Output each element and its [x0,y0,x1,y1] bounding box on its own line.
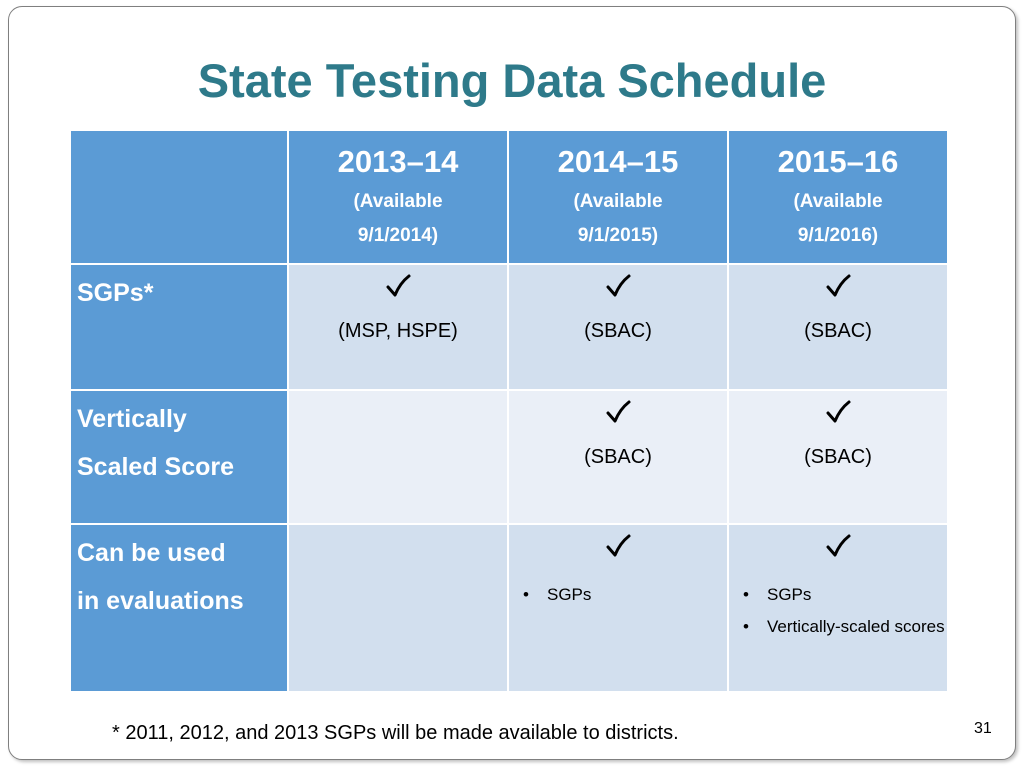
cell-text: (SBAC) [584,446,652,468]
check-icon [826,274,851,297]
bullet-list: • SGPs [509,579,727,611]
year-label: 2014–15 [557,144,679,179]
check-icon [386,274,411,297]
bullet-icon: • [743,585,749,604]
cell-sgps-2014-15: (SBAC) [507,263,729,391]
row-label-sgps: SGPs* [69,263,289,391]
table-row-vertically-scaled-score: Vertically Scaled Score (SBAC) (SBAC) [69,389,949,525]
availability-label: (Available 9/1/2015) [509,185,727,253]
cell-eval-2013-14 [287,523,509,693]
check-icon [606,400,631,423]
table-row-evaluations: Can be used in evaluations • SGPs • SGPs •… [69,523,949,693]
availability-line1: (Available [573,191,663,212]
cell-vss-2013-14 [287,389,509,525]
availability-date: 9/1/2016) [797,225,879,246]
check-icon [826,400,851,423]
check-icon [606,534,631,557]
header-row: 2013–14 (Available 9/1/2014) 2014–15 (Av… [69,129,949,265]
list-item: • SGPs [739,579,947,611]
header-corner-cell [69,129,289,265]
cell-vss-2015-16: (SBAC) [727,389,949,525]
cell-eval-2014-15: • SGPs [507,523,729,693]
availability-label: (Available 9/1/2014) [289,185,507,253]
cell-sgps-2015-16: (SBAC) [727,263,949,391]
list-item: • SGPs [519,579,727,611]
cell-text: (SBAC) [804,446,872,468]
bullet-list: • SGPs • Vertically-scaled scores [729,579,947,643]
cell-text: (SBAC) [804,320,872,342]
table-row-sgps: SGPs* (MSP, HSPE) (SBAC) (SBAC) [69,263,949,391]
cell-text: (MSP, HSPE) [338,320,458,342]
availability-line1: (Available [793,191,883,212]
availability-line1: (Available [353,191,443,212]
page-number: 31 [974,720,992,737]
bullet-icon: • [743,617,749,636]
list-item-text: SGPs [547,585,592,604]
availability-label: (Available 9/1/2016) [729,185,947,253]
row-label-line2: in evaluations [77,587,244,615]
row-label-line1: Vertically [77,405,187,433]
row-label-line1: Can be used [77,539,226,567]
cell-eval-2015-16: • SGPs • Vertically-scaled scores [727,523,949,693]
check-icon [826,534,851,557]
year-label: 2013–14 [337,144,459,179]
year-label: 2015–16 [777,144,899,179]
list-item: • Vertically-scaled scores [739,611,947,643]
check-icon [606,274,631,297]
header-cell-2014-15: 2014–15 (Available 9/1/2015) [507,129,729,265]
availability-date: 9/1/2014) [357,225,439,246]
cell-text: (SBAC) [584,320,652,342]
cell-vss-2014-15: (SBAC) [507,389,729,525]
slide-title: State Testing Data Schedule [197,54,827,107]
cell-sgps-2013-14: (MSP, HSPE) [287,263,509,391]
row-label-vertically-scaled-score: Vertically Scaled Score [69,389,289,525]
footnote: * 2011, 2012, and 2013 SGPs will be made… [112,722,679,744]
header-cell-2015-16: 2015–16 (Available 9/1/2016) [727,129,949,265]
row-label-line2: Scaled Score [77,453,235,481]
bullet-icon: • [523,585,529,604]
row-label-evaluations: Can be used in evaluations [69,523,289,693]
header-cell-2013-14: 2013–14 (Available 9/1/2014) [287,129,509,265]
availability-date: 9/1/2015) [577,225,659,246]
list-item-text: SGPs [767,585,812,604]
list-item-text: Vertically-scaled scores [767,617,945,636]
schedule-table: 2013–14 (Available 9/1/2014) 2014–15 (Av… [69,129,949,693]
